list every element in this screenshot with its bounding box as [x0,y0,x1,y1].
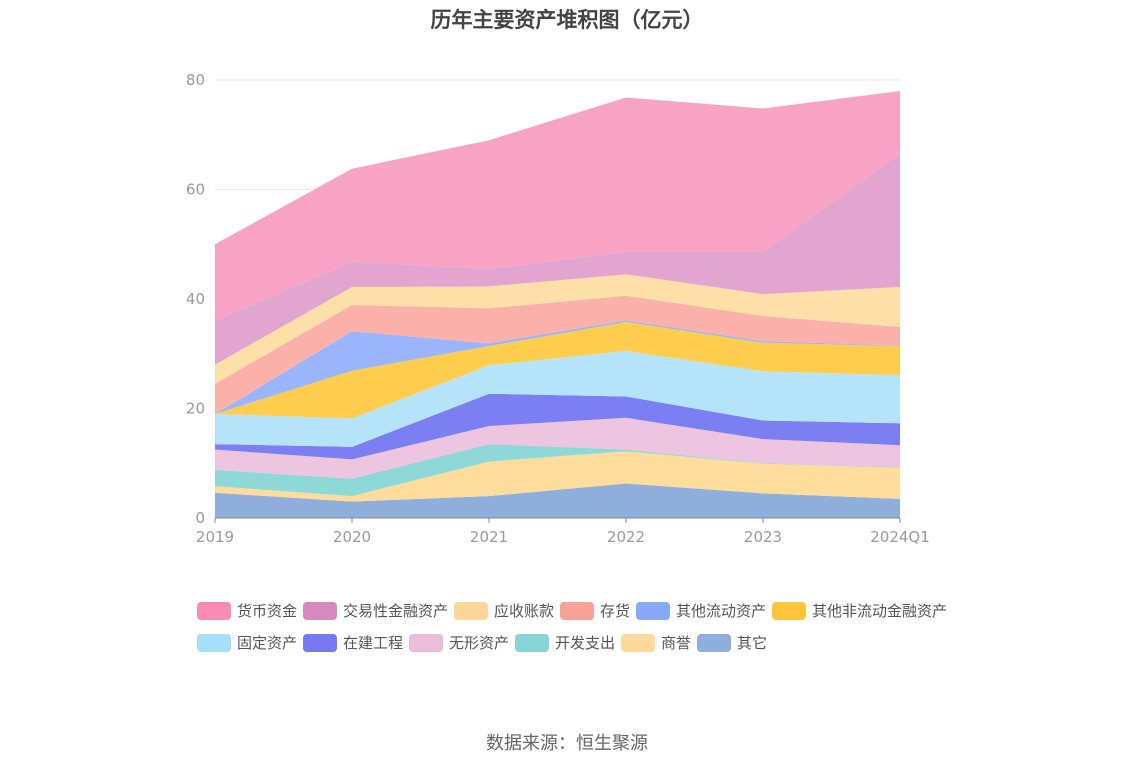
legend-label: 商誉 [661,634,691,652]
legend-item-无形资产[interactable]: 无形资产 [409,634,509,652]
legend-item-开发支出[interactable]: 开发支出 [515,634,615,652]
x-tick-label: 2023 [744,528,782,546]
y-tick-label: 60 [186,181,205,199]
legend-label: 存货 [600,602,630,620]
area-固定资产 [215,351,900,447]
area-其他非流动金融资产 [215,322,900,419]
x-tick-label: 2022 [607,528,645,546]
x-tick-label: 2019 [196,528,234,546]
area-应收账款 [215,274,900,384]
area-无形资产 [215,417,900,479]
legend-label: 货币资金 [237,602,297,620]
legend-item-商誉[interactable]: 商誉 [621,634,691,652]
legend-label: 其它 [737,634,767,652]
legend-label: 其他流动资产 [676,602,766,620]
legend-swatch [409,634,443,652]
area-开发支出 [215,444,900,497]
area-存货 [215,295,900,414]
legend-label: 其他非流动金融资产 [812,602,947,620]
area-其他流动资产 [215,320,900,414]
legend-item-其他非流动金融资产[interactable]: 其他非流动金融资产 [772,602,947,620]
legend-item-货币资金[interactable]: 货币资金 [197,602,297,620]
legend-label: 无形资产 [449,634,509,652]
legend-label: 应收账款 [494,602,554,620]
legend-swatch [515,634,549,652]
area-商誉 [215,451,900,502]
area-货币资金 [215,90,900,321]
x-tick-label: 2020 [333,528,371,546]
legend-label: 交易性金融资产 [343,602,448,620]
legend-label: 固定资产 [237,634,297,652]
legend-item-交易性金融资产[interactable]: 交易性金融资产 [303,602,448,620]
legend-swatch [772,602,806,620]
legend-swatch [636,602,670,620]
y-tick-label: 0 [195,509,205,527]
x-tick-label: 2021 [470,528,508,546]
legend-label: 在建工程 [343,634,403,652]
legend-label: 开发支出 [555,634,615,652]
x-tick-label: 2024Q1 [870,528,930,546]
legend-swatch [454,602,488,620]
legend-swatch [697,634,731,652]
legend-item-应收账款[interactable]: 应收账款 [454,602,554,620]
source-note: 数据来源：恒生聚源 [486,733,648,754]
legend-item-其它[interactable]: 其它 [697,634,767,652]
legend-item-在建工程[interactable]: 在建工程 [303,634,403,652]
legend-swatch [303,602,337,620]
legend-item-存货[interactable]: 存货 [560,602,630,620]
area-交易性金融资产 [215,153,900,365]
axes: 2019 2020 2021 2022 2023 2024Q1 [196,517,930,546]
legend-swatch [560,602,594,620]
area-series [215,90,900,518]
y-tick-label: 80 [186,71,205,89]
legend-item-其他流动资产[interactable]: 其他流动资产 [636,602,766,620]
legend-swatch [621,634,655,652]
legend-item-固定资产[interactable]: 固定资产 [197,634,297,652]
legend-swatch [197,634,231,652]
legend-swatch [197,602,231,620]
area-在建工程 [215,393,900,460]
legend-swatch [303,634,337,652]
stacked-area-chart: 0 20 40 60 80 2019 2020 2021 2022 2023 2024Q1 货币资… [186,71,947,652]
y-tick-label: 20 [186,400,205,418]
chart-title: 历年主要资产堆积图（亿元） [430,8,704,32]
y-tick-label: 40 [186,290,205,308]
area-其它 [215,483,900,518]
